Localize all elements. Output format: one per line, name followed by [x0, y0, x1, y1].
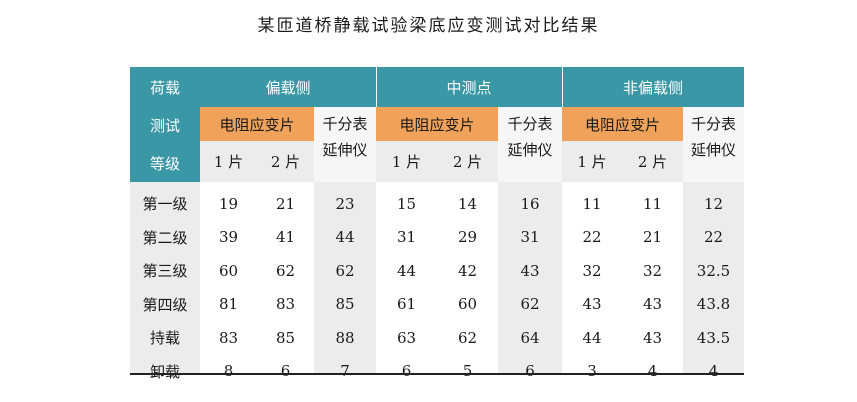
table-cell: 32: [582, 261, 602, 280]
table-cell: 42: [457, 261, 478, 280]
table-cell: 43.5: [696, 328, 731, 347]
table-cell: 5: [462, 362, 473, 381]
table-cell: 4: [647, 362, 658, 381]
table-cell: 23: [335, 194, 355, 213]
row-label-column-bg: [130, 182, 200, 373]
group-header-unbiased: 非偏载侧: [562, 67, 744, 107]
table-cell: 60: [457, 295, 478, 314]
piece-2-header: 2 片: [257, 141, 314, 182]
table-cell: 3: [587, 362, 597, 381]
resist-gauge-header: 电阻应变片: [562, 107, 683, 141]
dial-gauge-line1: 千分表: [507, 115, 553, 133]
table-cell: 15: [396, 194, 417, 213]
table-cell: 62: [520, 295, 540, 314]
table-cell: 43: [520, 261, 540, 280]
table-cell: 62: [335, 261, 355, 280]
table-cell: 83: [218, 328, 239, 347]
row-label: 持载: [149, 329, 180, 348]
table-cell: 43.8: [696, 295, 731, 314]
row-label: 第三级: [142, 262, 188, 281]
table-cell: 88: [335, 328, 355, 347]
table-cell: 43: [642, 328, 663, 347]
table-cell: 85: [335, 295, 355, 314]
piece-2-header: 2 片: [622, 141, 683, 182]
table-cell: 6: [525, 362, 535, 381]
table-cell: 43: [582, 295, 602, 314]
table-cell: 83: [275, 295, 296, 314]
row-label: 第二级: [142, 228, 188, 247]
table-cell: 7: [340, 362, 350, 381]
dial-gauge-header: 千分表 延伸仪: [683, 107, 744, 182]
table-title: 某匝道桥静载试验梁底应变测试对比结果: [257, 16, 600, 36]
table-cell: 19: [218, 194, 239, 213]
table-cell: 85: [275, 328, 296, 347]
dial-gauge-line2: 延伸仪: [690, 141, 736, 159]
group-header-middle: 中测点: [376, 67, 562, 107]
table-cell: 6: [280, 362, 291, 381]
table-cell: 44: [582, 328, 602, 347]
table-cell: 4: [708, 362, 719, 381]
table-cell: 44: [335, 228, 355, 247]
table-cell: 32.5: [696, 261, 731, 280]
table-cell: 6: [401, 362, 412, 381]
row-label: 第一级: [142, 195, 188, 214]
table-cell: 8: [223, 362, 234, 381]
table-cell: 41: [275, 228, 296, 247]
table-cell: 12: [703, 194, 724, 213]
table-cell: 11: [582, 194, 602, 213]
piece-1-header: 1 片: [562, 141, 622, 182]
table-cell: 14: [457, 194, 478, 213]
table-cell: 16: [520, 194, 540, 213]
piece-1-header: 1 片: [200, 141, 257, 182]
table-cell: 39: [218, 228, 239, 247]
header-row-label-1: 荷载: [130, 67, 200, 107]
table-cell: 21: [642, 228, 663, 247]
piece-1-header: 1 片: [376, 141, 437, 182]
strain-comparison-table: 荷载 测试 等级 偏载侧 中测点 非偏载侧 电阻应变片 1 片 2 片 千分表 …: [130, 67, 744, 381]
table-cell: 22: [582, 228, 602, 247]
table-cell: 43: [642, 295, 663, 314]
dial-column-bg: [683, 182, 744, 373]
dial-gauge-line1: 千分表: [322, 115, 368, 133]
dial-gauge-header: 千分表 延伸仪: [498, 107, 562, 182]
header-row-label-3: 等级: [130, 144, 200, 182]
header-separator: [376, 67, 377, 107]
table-cell: 31: [396, 228, 417, 247]
table-cell: 21: [275, 194, 296, 213]
header-separator: [562, 67, 563, 107]
header-row-label-2: 测试: [130, 107, 200, 144]
dial-gauge-line1: 千分表: [690, 115, 736, 133]
resist-gauge-header: 电阻应变片: [200, 107, 314, 141]
dial-gauge-line2: 延伸仪: [322, 141, 368, 159]
table-cell: 11: [642, 194, 663, 213]
resist-gauge-header: 电阻应变片: [376, 107, 498, 141]
table-cell: 22: [703, 228, 724, 247]
table-cell: 62: [275, 261, 296, 280]
dial-gauge-header: 千分表 延伸仪: [314, 107, 376, 182]
piece-2-header: 2 片: [437, 141, 498, 182]
table-cell: 31: [520, 228, 540, 247]
table-cell: 29: [457, 228, 478, 247]
row-label: 第四级: [142, 295, 188, 314]
table-cell: 63: [396, 328, 417, 347]
dial-column-bg: [498, 182, 562, 373]
group-header-biased: 偏载侧: [200, 67, 376, 107]
table-cell: 62: [457, 328, 478, 347]
dial-column-bg: [314, 182, 376, 373]
bottom-rule: [130, 373, 744, 375]
dial-gauge-line2: 延伸仪: [507, 141, 553, 159]
row-label: 卸载: [149, 362, 180, 381]
table-cell: 61: [396, 295, 417, 314]
table-cell: 64: [520, 328, 540, 347]
table-cell: 44: [396, 261, 417, 280]
table-cell: 32: [642, 261, 663, 280]
table-cell: 81: [218, 295, 239, 314]
table-cell: 60: [218, 261, 239, 280]
